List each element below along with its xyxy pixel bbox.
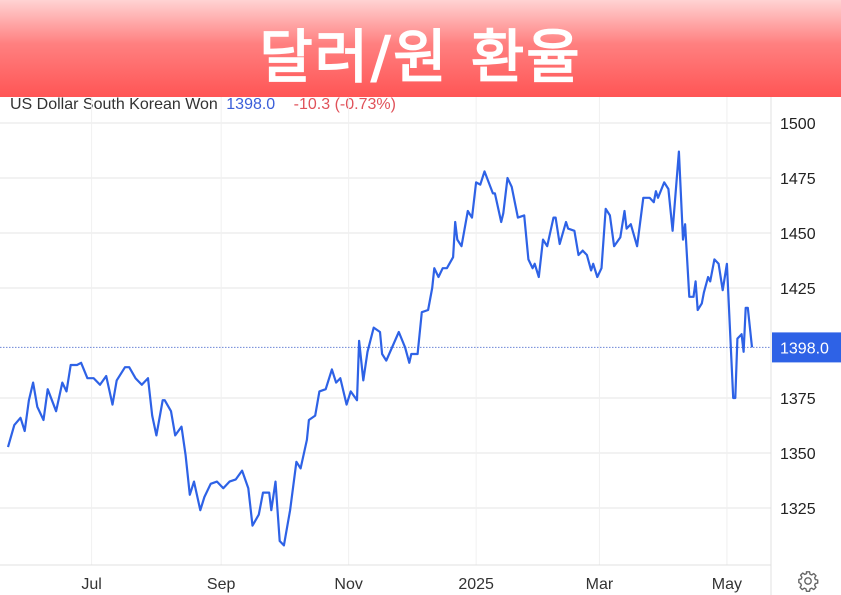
last-price-label: 1398.0 xyxy=(780,340,829,357)
banner-title: 달러/원 환율 xyxy=(259,22,582,91)
x-tick-label: Nov xyxy=(334,576,362,593)
y-tick-label: 1375 xyxy=(780,391,816,408)
axis-labels: 1325 1350 1375 1425 1450 1475 1500 Jul Sep Nov 202… xyxy=(81,116,841,593)
x-tick-label: May xyxy=(712,576,742,593)
x-tick-label: 2025 xyxy=(458,576,494,593)
x-tick-label: Mar xyxy=(586,576,614,593)
chart-header: US Dollar South Korean Won 1398.0 -10.3 … xyxy=(10,96,396,114)
grid xyxy=(0,97,771,565)
series xyxy=(6,150,754,547)
y-tick-label: 1350 xyxy=(780,446,816,463)
y-tick-label: 1325 xyxy=(780,501,816,518)
axes xyxy=(0,97,772,595)
y-tick-label: 1425 xyxy=(780,281,816,298)
instrument-name: US Dollar South Korean Won xyxy=(10,96,218,113)
gear-icon[interactable] xyxy=(797,570,819,592)
x-tick-label: Sep xyxy=(207,576,236,593)
y-tick-label: 1450 xyxy=(780,226,816,243)
last-price-badge xyxy=(772,332,841,363)
x-tick-label: Jul xyxy=(81,576,101,593)
price-change: -10.3 (-0.73%) xyxy=(293,96,396,113)
price-line xyxy=(6,150,754,547)
y-tick-label: 1475 xyxy=(780,171,816,188)
y-tick-label: 1500 xyxy=(780,116,816,133)
title-banner: 달러/원 환율 xyxy=(0,0,841,97)
current-price: 1398.0 xyxy=(226,96,276,113)
